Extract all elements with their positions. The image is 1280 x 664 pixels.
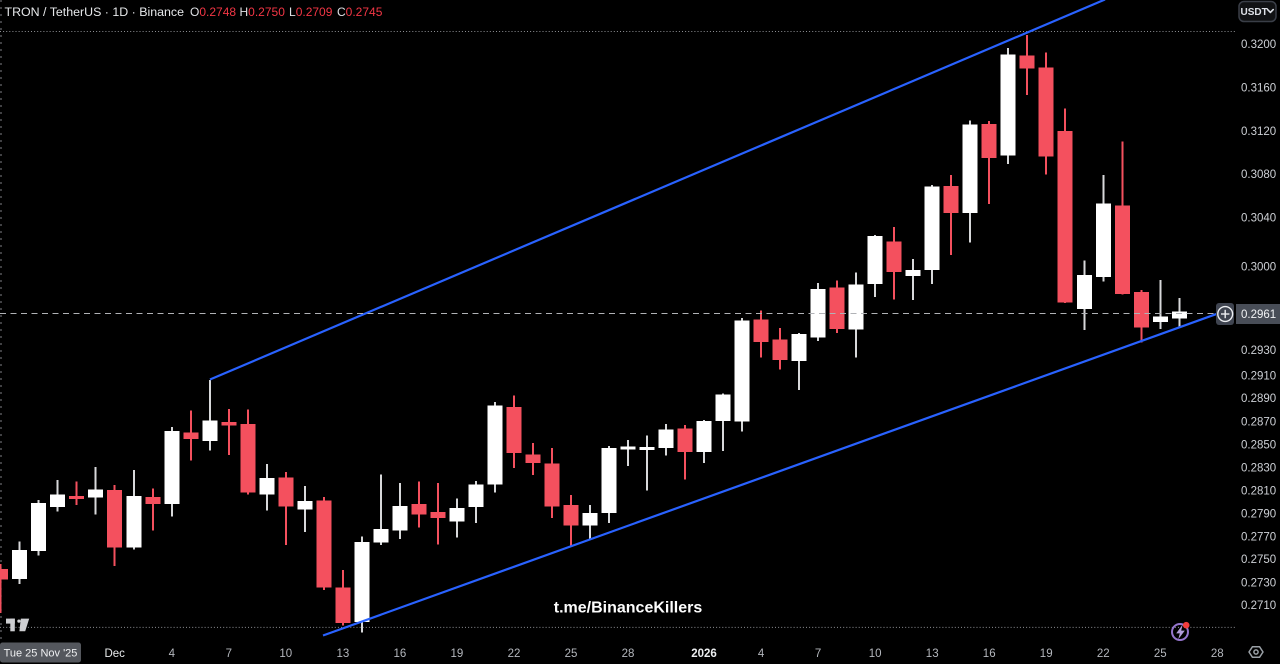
svg-text:7: 7 xyxy=(815,648,821,660)
svg-text:O0.2748: O0.2748 xyxy=(190,5,236,19)
svg-text:22: 22 xyxy=(508,648,521,660)
svg-text:4: 4 xyxy=(758,648,765,660)
svg-text:10: 10 xyxy=(279,648,292,660)
svg-text:0.2850: 0.2850 xyxy=(1241,440,1276,452)
svg-text:0.3200: 0.3200 xyxy=(1241,39,1276,51)
svg-text:28: 28 xyxy=(622,648,635,660)
svg-text:10: 10 xyxy=(869,648,882,660)
svg-text:2026: 2026 xyxy=(691,648,717,660)
svg-text:22: 22 xyxy=(1097,648,1110,660)
svg-text:16: 16 xyxy=(983,648,996,660)
svg-text:0.2770: 0.2770 xyxy=(1241,531,1276,543)
svg-text:13: 13 xyxy=(926,648,939,660)
svg-text:25: 25 xyxy=(565,648,578,660)
svg-text:13: 13 xyxy=(337,648,350,660)
svg-text:0.2930: 0.2930 xyxy=(1241,345,1276,357)
svg-text:0.2790: 0.2790 xyxy=(1241,509,1276,521)
svg-text:TRON / TetherUS · 1D · Binance: TRON / TetherUS · 1D · Binance xyxy=(5,5,185,19)
svg-text:0.2961: 0.2961 xyxy=(1241,309,1276,321)
svg-text:Tue 25 Nov '25: Tue 25 Nov '25 xyxy=(4,648,78,660)
svg-text:L0.2709: L0.2709 xyxy=(289,5,333,19)
svg-text:0.2830: 0.2830 xyxy=(1241,462,1276,474)
svg-text:0.2750: 0.2750 xyxy=(1241,554,1276,566)
svg-text:USDT: USDT xyxy=(1241,7,1268,18)
svg-text:19: 19 xyxy=(451,648,464,660)
svg-text:t.me/BinanceKillers: t.me/BinanceKillers xyxy=(554,600,703,617)
svg-text:H0.2750: H0.2750 xyxy=(240,5,286,19)
svg-text:0.3120: 0.3120 xyxy=(1241,126,1276,138)
svg-text:7: 7 xyxy=(226,648,232,660)
svg-text:0.2710: 0.2710 xyxy=(1241,600,1276,612)
svg-text:0.2890: 0.2890 xyxy=(1241,393,1276,405)
svg-text:0.2730: 0.2730 xyxy=(1241,578,1276,590)
svg-text:25: 25 xyxy=(1154,648,1167,660)
svg-text:4: 4 xyxy=(169,648,176,660)
svg-text:0.3040: 0.3040 xyxy=(1241,213,1276,225)
svg-text:0.3000: 0.3000 xyxy=(1241,262,1276,274)
svg-text:16: 16 xyxy=(394,648,407,660)
svg-text:0.2810: 0.2810 xyxy=(1241,486,1276,498)
svg-text:0.3160: 0.3160 xyxy=(1241,83,1276,95)
svg-text:0.2870: 0.2870 xyxy=(1241,417,1276,429)
svg-text:28: 28 xyxy=(1211,648,1224,660)
svg-text:19: 19 xyxy=(1040,648,1053,660)
svg-text:0.2910: 0.2910 xyxy=(1241,370,1276,382)
svg-text:C0.2745: C0.2745 xyxy=(337,5,383,19)
svg-text:0.3080: 0.3080 xyxy=(1241,169,1276,181)
svg-text:Dec: Dec xyxy=(104,648,125,660)
